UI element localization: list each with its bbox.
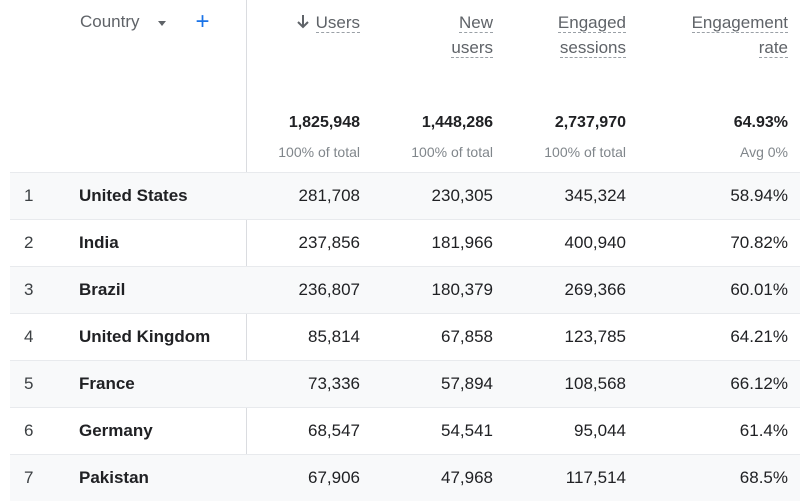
caret-down-icon[interactable] <box>157 20 166 26</box>
row-index: 4 <box>24 327 34 346</box>
users-value: 237,856 <box>298 233 360 252</box>
total-users: 1,825,948 <box>288 114 360 131</box>
plus-icon[interactable]: + <box>195 8 210 35</box>
engagement-rate-value: 70.82% <box>730 233 788 252</box>
row-index: 6 <box>24 421 34 440</box>
engaged-sessions-value: 400,940 <box>564 233 626 252</box>
new-users-value: 67,858 <box>441 327 493 346</box>
column-header-new-users-line1: New <box>458 13 493 33</box>
total-engagement-rate: 64.93% <box>733 114 788 131</box>
column-header-engagement-rate-line2: rate <box>758 38 788 58</box>
table-row[interactable]: 4 United Kingdom 85,814 67,858 123,785 6… <box>10 313 800 360</box>
engagement-rate-value: 68.5% <box>739 468 788 487</box>
table-row[interactable]: 7 Pakistan 67,906 47,968 117,514 68.5% <box>10 454 800 501</box>
column-divider <box>246 0 247 500</box>
new-users-value: 57,894 <box>441 374 493 393</box>
total-engagement-rate-sub: Avg 0% <box>740 144 788 160</box>
column-header-engagement-rate[interactable]: Engagement rate <box>638 10 788 60</box>
country-name[interactable]: India <box>79 233 119 252</box>
total-engaged-sessions-sub: 100% of total <box>544 144 626 160</box>
engagement-rate-value: 61.4% <box>739 421 788 440</box>
column-header-engaged-sessions-line2: sessions <box>559 38 626 58</box>
column-header-engaged-sessions[interactable]: Engaged sessions <box>476 10 626 60</box>
row-index: 7 <box>24 468 34 487</box>
country-name[interactable]: Germany <box>79 421 153 440</box>
column-header-users[interactable]: Users <box>160 10 360 35</box>
engagement-rate-value: 64.21% <box>730 327 788 346</box>
total-users-sub: 100% of total <box>278 144 360 160</box>
table-row[interactable]: 1 United States 281,708 230,305 345,324 … <box>10 172 800 219</box>
row-index: 2 <box>24 233 34 252</box>
table-row[interactable]: 5 France 73,336 57,894 108,568 66.12% <box>10 360 800 407</box>
row-index: 1 <box>24 186 34 205</box>
new-users-value: 181,966 <box>431 233 493 252</box>
engaged-sessions-value: 108,568 <box>564 374 626 393</box>
arrow-down-icon <box>296 15 309 29</box>
engaged-sessions-value: 345,324 <box>564 186 626 205</box>
engaged-sessions-value: 117,514 <box>565 468 626 487</box>
column-header-new-users[interactable]: New users <box>343 10 493 60</box>
country-name[interactable]: United States <box>79 186 188 205</box>
total-engaged-sessions: 2,737,970 <box>554 114 626 131</box>
engagement-rate-value: 66.12% <box>730 374 788 393</box>
row-index: 3 <box>24 280 34 299</box>
country-name[interactable]: Brazil <box>79 280 126 299</box>
users-value: 85,814 <box>308 327 360 346</box>
country-name[interactable]: United Kingdom <box>79 327 211 346</box>
total-new-users-sub: 100% of total <box>411 144 493 160</box>
users-value: 67,906 <box>308 468 360 487</box>
new-users-value: 47,968 <box>441 468 493 487</box>
users-value: 73,336 <box>308 374 360 393</box>
row-index: 5 <box>24 374 34 393</box>
table-row[interactable]: 3 Brazil 236,807 180,379 269,366 60.01% <box>10 266 800 313</box>
engaged-sessions-value: 95,044 <box>574 421 626 440</box>
new-users-value: 180,379 <box>431 280 493 299</box>
new-users-value: 54,541 <box>441 421 493 440</box>
dimension-label: Country <box>80 12 140 31</box>
engaged-sessions-value: 123,785 <box>564 327 626 346</box>
dimension-header[interactable]: Country + <box>80 8 210 35</box>
column-header-new-users-line2: users <box>451 38 493 58</box>
table-row[interactable]: 6 Germany 68,547 54,541 95,044 61.4% <box>10 407 800 454</box>
column-header-users-label: Users <box>315 13 360 33</box>
users-value: 68,547 <box>308 421 360 440</box>
engagement-rate-value: 60.01% <box>730 280 788 299</box>
total-new-users: 1,448,286 <box>421 114 493 131</box>
column-header-engaged-sessions-line1: Engaged <box>557 13 626 33</box>
new-users-value: 230,305 <box>431 186 493 205</box>
country-name[interactable]: Pakistan <box>79 468 149 487</box>
engagement-rate-value: 58.94% <box>730 186 788 205</box>
column-header-engagement-rate-line1: Engagement <box>691 13 788 33</box>
users-value: 236,807 <box>298 280 360 299</box>
table-row[interactable]: 2 India 237,856 181,966 400,940 70.82% <box>10 219 800 266</box>
engaged-sessions-value: 269,366 <box>564 280 626 299</box>
country-name[interactable]: France <box>79 374 135 393</box>
users-value: 281,708 <box>298 186 360 205</box>
